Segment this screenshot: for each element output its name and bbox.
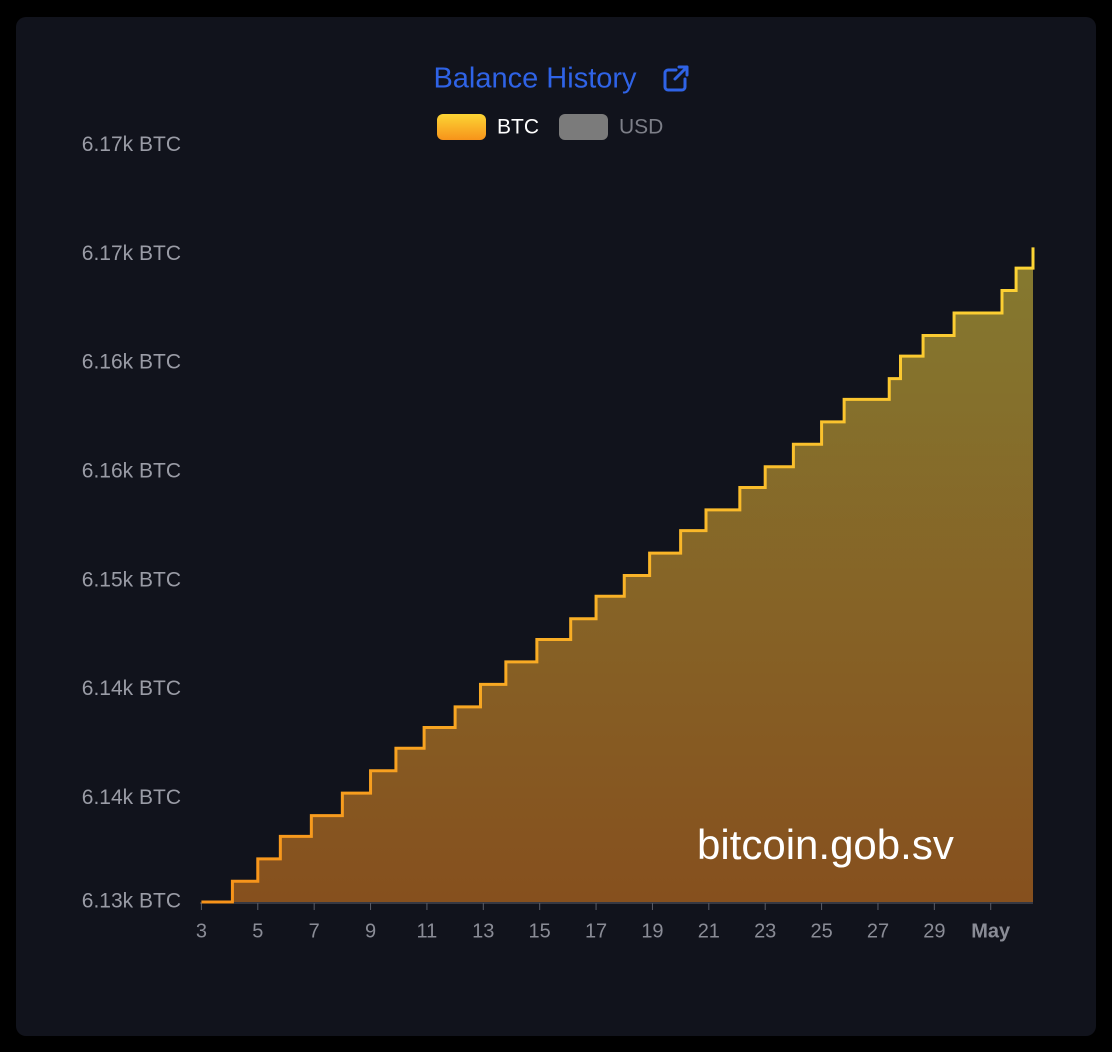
- legend-label: BTC: [497, 116, 539, 139]
- x-tick-label: 7: [309, 920, 320, 942]
- x-tick-label: 9: [365, 920, 376, 942]
- x-tick-label: 25: [810, 920, 832, 942]
- x-tick-label: 27: [867, 920, 889, 942]
- x-tick-label: 17: [585, 920, 607, 942]
- area-fill: [201, 247, 1033, 902]
- y-tick-label: 6.14k BTC: [82, 677, 181, 700]
- y-tick-label: 6.16k BTC: [82, 351, 181, 374]
- legend-label: USD: [619, 116, 663, 139]
- external-link-icon[interactable]: [663, 65, 689, 92]
- x-tick-label: 5: [252, 920, 263, 942]
- y-tick-label: 6.17k BTC: [82, 133, 181, 156]
- y-tick-label: 6.13k BTC: [82, 890, 181, 913]
- x-tick-label: 15: [529, 920, 551, 942]
- legend-swatch: [559, 114, 608, 140]
- x-tick-label: 11: [417, 920, 438, 942]
- legend-swatch: [437, 114, 486, 140]
- legend: BTC USD: [437, 114, 663, 140]
- x-tick-label: 19: [641, 920, 663, 942]
- x-tick-label: 21: [698, 920, 720, 942]
- watermark: bitcoin.gob.sv: [697, 821, 954, 868]
- chart-title[interactable]: Balance History: [433, 63, 637, 95]
- y-tick-label: 6.16k BTC: [82, 459, 181, 482]
- x-tick-label: 23: [754, 920, 776, 942]
- y-tick-label: 6.17k BTC: [82, 242, 181, 265]
- y-tick-label: 6.15k BTC: [82, 568, 181, 591]
- line: [201, 247, 1035, 904]
- x-tick-label: May: [971, 920, 1011, 942]
- x-tick-label: 3: [196, 920, 207, 942]
- x-tick-label: 29: [923, 920, 945, 942]
- legend-item[interactable]: USD: [559, 114, 663, 140]
- x-tick-label: 13: [472, 920, 494, 942]
- legend-item[interactable]: BTC: [437, 114, 539, 140]
- y-tick-label: 6.14k BTC: [82, 786, 181, 809]
